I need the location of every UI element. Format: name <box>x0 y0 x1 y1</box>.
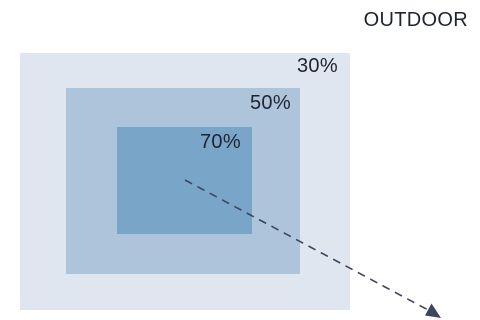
outdoor-label: OUTDOOR <box>363 9 468 31</box>
arrow-head-icon <box>425 303 441 318</box>
inner-zone-percent-label: 70% <box>200 131 241 153</box>
middle-zone-percent-label: 50% <box>250 92 291 114</box>
outer-zone-percent-label: 30% <box>297 55 338 77</box>
